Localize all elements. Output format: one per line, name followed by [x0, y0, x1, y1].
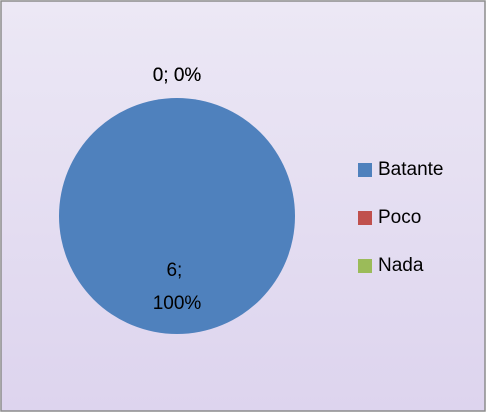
pie-slice	[59, 98, 295, 334]
legend-label: Poco	[378, 207, 421, 228]
legend-label: Nada	[378, 255, 424, 276]
legend-swatch	[358, 211, 372, 225]
legend-label: Batante	[378, 159, 444, 180]
plot: 6; 100%0; 0%0; 0%	[59, 65, 295, 334]
data-label: 6; 100%	[153, 260, 202, 314]
legend-swatch	[358, 163, 372, 177]
data-label: 0; 0%	[153, 65, 202, 86]
data-label: 0; 0%	[153, 65, 202, 86]
legend: Batante Poco Nada	[358, 159, 444, 276]
legend-swatch	[358, 259, 372, 273]
